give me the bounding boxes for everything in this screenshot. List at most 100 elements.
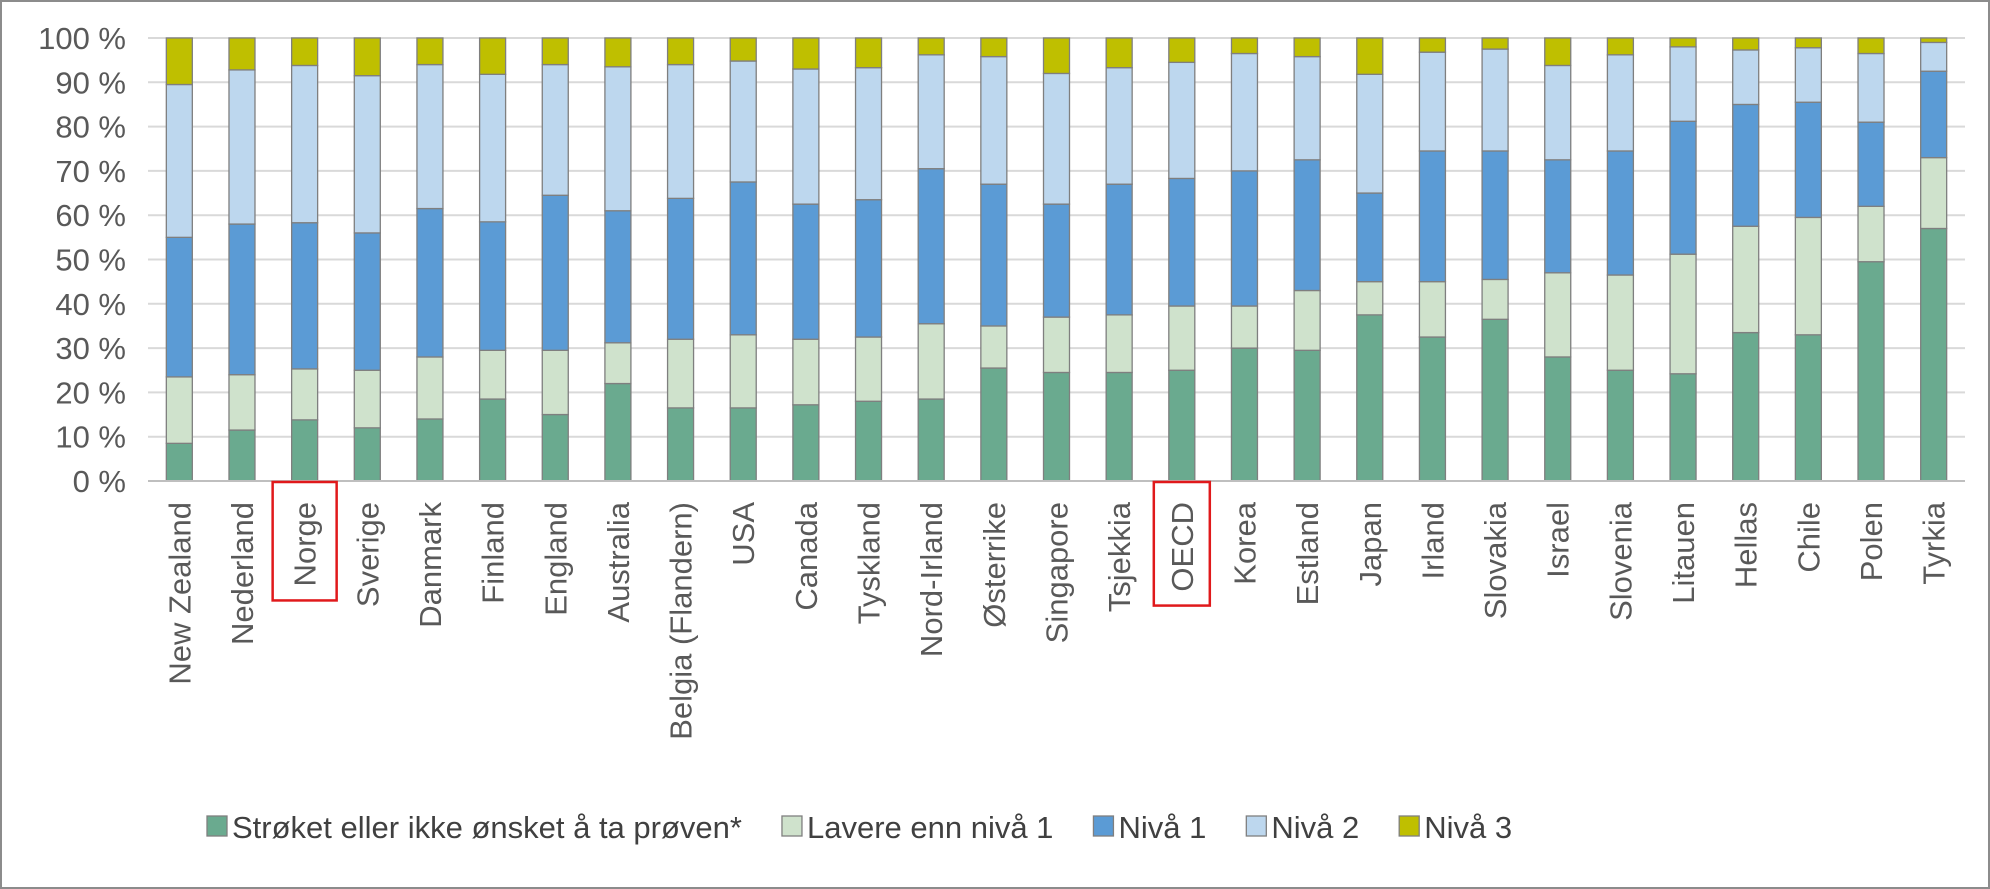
bar-segment-danmark-series-1 <box>416 418 444 482</box>
bar-segment-polen-series-1 <box>1857 261 1885 482</box>
bar-segment-slovenia-series-5 <box>1606 37 1635 56</box>
bar-stack-israel <box>1544 37 1572 482</box>
bar-segment-estland-series-4 <box>1293 55 1321 161</box>
bar-segment-new-zealand-series-1 <box>165 442 193 482</box>
bar-segment-australia-series-2 <box>604 342 632 385</box>
bar-segment-usa-series-2 <box>729 334 757 409</box>
bar-segment-sverige-series-4 <box>353 75 381 234</box>
y-tick-label: 10 % <box>55 420 126 455</box>
bar-segment-hellas-series-3 <box>1732 103 1760 227</box>
bar-segment-irland-series-2 <box>1418 280 1447 338</box>
bar-segment-sverige-series-3 <box>353 232 381 371</box>
x-tick-label-litauen: Litauen <box>1666 502 1701 604</box>
legend-item-1: Strøket eller ikke ønsket å ta prøven* <box>206 810 742 845</box>
bar-segment-hellas-series-4 <box>1732 49 1760 106</box>
x-tick-label-danmark: Danmark <box>413 502 448 628</box>
bar-segment-danmark-series-5 <box>416 37 444 66</box>
bar-stack-singapore <box>1042 37 1071 482</box>
x-tick-label-nord-irland: Nord-Irland <box>914 502 949 657</box>
bar-segment-polen-series-2 <box>1857 205 1885 263</box>
bar-segment-nord-irland-series-3 <box>917 168 945 325</box>
bar-segment-oecd-series-3 <box>1168 177 1196 307</box>
bar-stack-hellas <box>1732 37 1760 482</box>
bar-segment-tyrkia-series-1 <box>1920 227 1948 482</box>
bar-segment-tyrkia-series-3 <box>1920 70 1948 159</box>
bar-segment-nederland-series-3 <box>228 223 256 376</box>
bar-segment-belgia-flandern-series-2 <box>666 338 695 409</box>
bar-segment-nederland-series-2 <box>228 374 256 431</box>
bar-stack-usa <box>729 37 757 482</box>
bar-segment-tyskland-series-2 <box>854 336 883 402</box>
bar-segment-nederland-series-5 <box>228 37 256 71</box>
bar-stack-sverige <box>353 37 381 482</box>
legend: Strøket eller ikke ønsket å ta prøven* La… <box>206 810 1512 845</box>
bar-segment-england-series-4 <box>541 63 569 196</box>
bar-segment-korea-series-2 <box>1230 305 1259 349</box>
bar-segment-chile-series-3 <box>1794 101 1823 219</box>
bar-segment-usa-series-4 <box>729 60 757 183</box>
bar-segment-norge-series-3 <box>290 222 319 370</box>
highlight-boxes <box>271 480 1212 607</box>
legend-swatch <box>1092 815 1115 837</box>
x-tick-label-estland: Estland <box>1290 502 1325 605</box>
legend-item-4: Nivå 2 <box>1245 810 1359 845</box>
legend-label: Strøket eller ikke ønsket å ta prøven* <box>232 810 742 845</box>
bar-segment-belgia-flandern-series-4 <box>666 63 695 200</box>
bar-segment-estland-series-5 <box>1293 37 1321 58</box>
x-tick-label-belgia-flandern: Belgia (Flandern) <box>664 502 699 740</box>
bar-segment-korea-series-1 <box>1230 347 1259 482</box>
legend-label: Lavere enn nivå 1 <box>807 810 1053 845</box>
x-tick-label-slovakia: Slovakia <box>1478 501 1513 619</box>
bar-segment-litauen-series-2 <box>1669 253 1697 375</box>
bar-segment-slovenia-series-4 <box>1606 54 1635 152</box>
bar-segment-new-zealand-series-4 <box>165 83 193 239</box>
bar-segment-korea-series-5 <box>1230 37 1259 55</box>
bar-segment-irland-series-3 <box>1418 150 1447 283</box>
legend-swatch <box>781 815 803 837</box>
bar-segment-oecd-series-2 <box>1168 305 1196 371</box>
legend-swatch <box>206 815 228 837</box>
bar-stack-norge <box>290 37 319 482</box>
legend-swatch <box>1398 815 1420 837</box>
bar-segment-belgia-flandern-series-3 <box>666 197 695 340</box>
bar-segment-canada-series-3 <box>792 203 820 340</box>
bar-segment-israel-series-1 <box>1544 356 1572 482</box>
bar-segment-belgia-flandern-series-1 <box>666 407 695 482</box>
bar-segment-polen-series-4 <box>1857 52 1885 123</box>
bar-segment-usa-series-3 <box>729 181 757 336</box>
bar-segment-england-series-1 <box>541 413 569 482</box>
bar-segment-japan-series-1 <box>1356 314 1384 482</box>
bar-segment-litauen-series-5 <box>1669 37 1697 48</box>
x-tick-label-irland: Irland <box>1415 502 1450 580</box>
bar-stack-japan <box>1356 37 1384 482</box>
bar-stack-canada <box>792 37 820 482</box>
bar-segment-sterrike-series-4 <box>980 55 1008 185</box>
bar-segment-slovenia-series-3 <box>1606 150 1635 276</box>
bar-segment-nord-irland-series-1 <box>917 398 945 482</box>
bar-segment-sterrike-series-5 <box>980 37 1008 58</box>
bar-segment-sterrike-series-2 <box>980 325 1008 369</box>
bar-segment-usa-series-5 <box>729 37 757 62</box>
highlight-box-oecd <box>1152 480 1212 607</box>
bar-segment-tsjekkia-series-1 <box>1105 371 1133 482</box>
x-tick-label-tyskland: Tyskland <box>852 502 887 624</box>
bar-stack-england <box>541 37 569 482</box>
bar-segment-polen-series-5 <box>1857 37 1885 55</box>
x-tick-label-canada: Canada <box>789 501 824 610</box>
y-axis-ticks: 0 % 10 % 20 % 30 % 40 % 50 % 60 % 70 % 80 % 90 % 1… <box>38 21 126 499</box>
x-tick-label-norge: Norge <box>288 502 323 586</box>
x-tick-label-sverige: Sverige <box>350 502 385 607</box>
bar-segment-chile-series-4 <box>1794 47 1823 103</box>
y-tick-label: 80 % <box>55 110 126 145</box>
bar-segment-tyrkia-series-4 <box>1920 41 1948 72</box>
x-tick-label-singapore: Singapore <box>1040 502 1075 643</box>
bar-segment-danmark-series-4 <box>416 63 444 210</box>
x-tick-label-england: England <box>538 502 573 616</box>
bar-segment-singapore-series-1 <box>1042 371 1071 482</box>
legend-swatch <box>1245 815 1267 837</box>
bar-segment-usa-series-1 <box>729 407 757 482</box>
y-tick-label: 40 % <box>55 287 126 322</box>
bar-stack-polen <box>1857 37 1885 482</box>
bar-segment-sterrike-series-3 <box>980 183 1008 327</box>
legend-item-5: Nivå 3 <box>1398 810 1512 845</box>
